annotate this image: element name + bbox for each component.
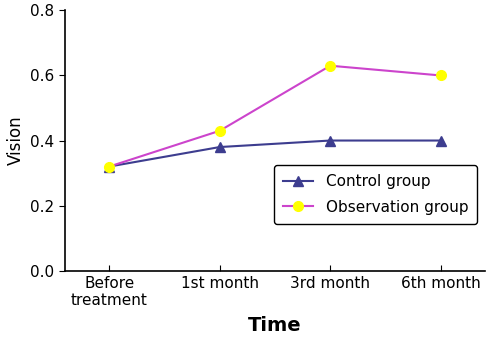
Observation group [438, 74, 444, 78]
Line: Observation group: Observation group [104, 61, 446, 171]
Line: Control group: Control group [104, 136, 446, 171]
Y-axis label: Vision: Vision [7, 116, 25, 166]
Observation group [328, 64, 334, 68]
Legend: Control group, Observation group: Control group, Observation group [274, 165, 478, 224]
Observation group [106, 164, 112, 169]
X-axis label: Time: Time [248, 316, 302, 335]
Control group [216, 145, 222, 149]
Observation group [216, 129, 222, 133]
Control group [106, 164, 112, 169]
Control group [438, 138, 444, 143]
Control group [328, 138, 334, 143]
